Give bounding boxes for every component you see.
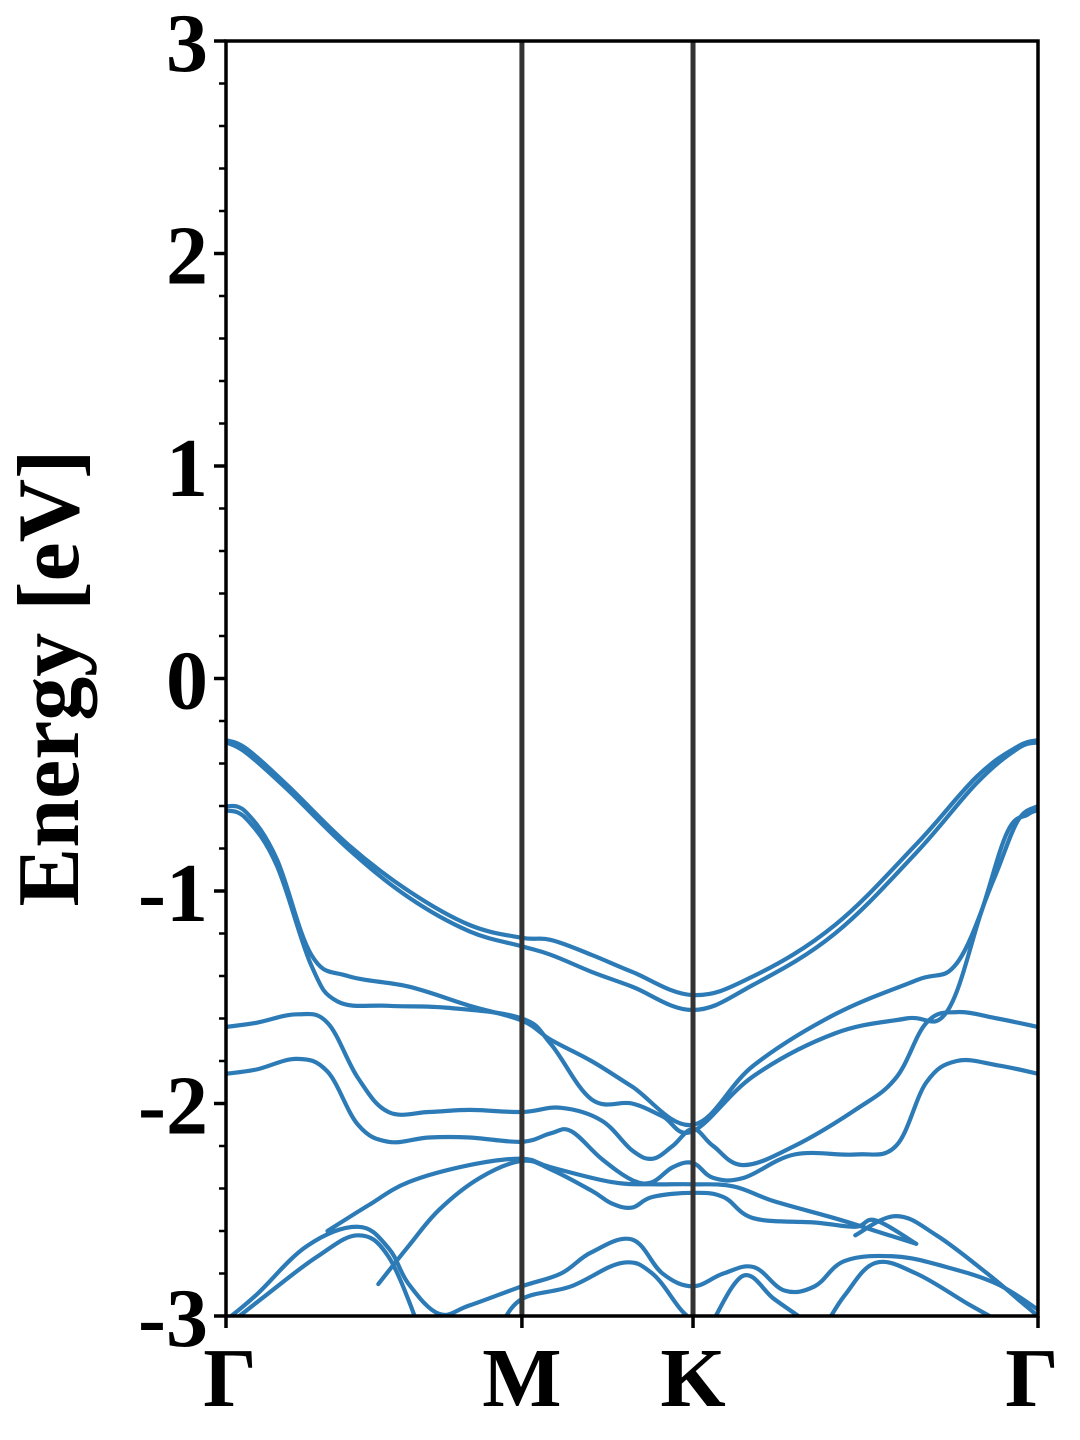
band-line-6 [226, 1056, 1038, 1186]
band-line-3 [226, 803, 1038, 1127]
band-line-9 [227, 1224, 1038, 1316]
bands-group [226, 738, 1038, 1316]
band-line-10 [236, 1233, 417, 1316]
band-line-5 [226, 1009, 1038, 1168]
band-line-4 [226, 808, 1038, 1135]
y-axis-label: Energy [eV] [1, 450, 98, 907]
band-line-13 [828, 1259, 994, 1316]
y-tick-label: 1 [166, 422, 208, 515]
high-symmetry-lines [519, 41, 696, 1316]
plot-frame [224, 39, 1040, 1318]
band-line-1 [226, 738, 1038, 998]
y-tick-label: 3 [166, 0, 208, 90]
x-tick-label: Γ [203, 1332, 256, 1425]
x-tick-label: Γ [1005, 1332, 1058, 1425]
band-line-12 [713, 1273, 803, 1316]
axes-group [214, 39, 1040, 1328]
band-line-7 [325, 1156, 919, 1246]
x-tick-label: M [482, 1332, 561, 1425]
band-line-2 [226, 740, 1038, 1013]
y-tick-label: -2 [138, 1060, 208, 1153]
y-tick-label: -1 [138, 847, 208, 940]
band-line-8 [376, 1158, 919, 1287]
y-tick-label: -3 [138, 1272, 208, 1365]
band-line-14 [853, 1214, 1038, 1316]
x-tick-label: K [660, 1332, 725, 1425]
y-tick-label: 0 [166, 635, 208, 728]
y-tick-label: 2 [166, 210, 208, 303]
labels-group: Energy [eV] -3 -2 -1 0 1 2 3 Γ M K Γ [1, 0, 1059, 1425]
